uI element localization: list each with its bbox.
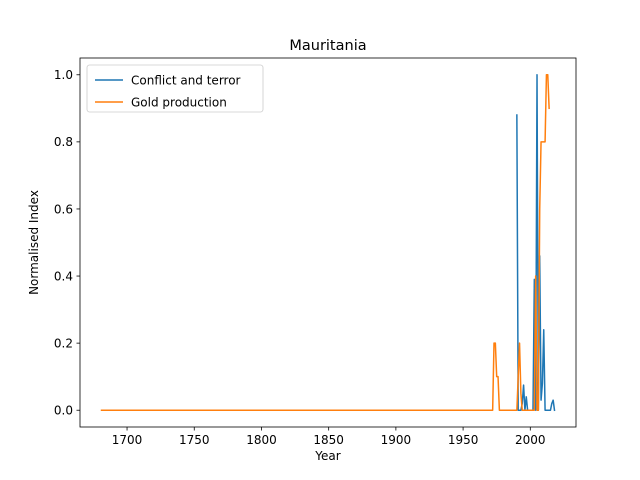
x-tick-label: 1850 xyxy=(313,433,344,447)
x-tick-label: 1950 xyxy=(448,433,479,447)
legend-entry: Gold production xyxy=(131,95,227,109)
y-axis-ticks: 0.0 0.2 0.4 0.6 0.8 1.0 xyxy=(54,68,80,418)
x-axis-ticks: 1700 1750 1800 1850 1900 1950 2000 xyxy=(112,427,546,447)
chart-title: Mauritania xyxy=(289,38,366,54)
y-tick-label: 0.2 xyxy=(54,336,73,350)
y-tick-label: 0.4 xyxy=(54,269,73,283)
x-tick-label: 1900 xyxy=(381,433,412,447)
series-line-gold-production xyxy=(100,74,550,411)
x-tick-label: 1800 xyxy=(246,433,277,447)
y-tick-label: 0.0 xyxy=(54,404,73,418)
x-tick-label: 2000 xyxy=(515,433,546,447)
y-tick-label: 0.6 xyxy=(54,202,73,216)
x-tick-label: 1700 xyxy=(112,433,143,447)
y-tick-label: 0.8 xyxy=(54,135,73,149)
y-tick-label: 1.0 xyxy=(54,68,73,82)
x-axis-label: Year xyxy=(314,449,340,463)
legend-box xyxy=(86,64,264,113)
x-tick-label: 1750 xyxy=(179,433,210,447)
y-axis-label: Normalised Index xyxy=(27,190,41,295)
axes-frame xyxy=(79,57,577,428)
legend: Conflict and terror Gold production xyxy=(86,64,264,113)
series-layer xyxy=(100,74,556,412)
legend-entry: Conflict and terror xyxy=(131,73,241,87)
